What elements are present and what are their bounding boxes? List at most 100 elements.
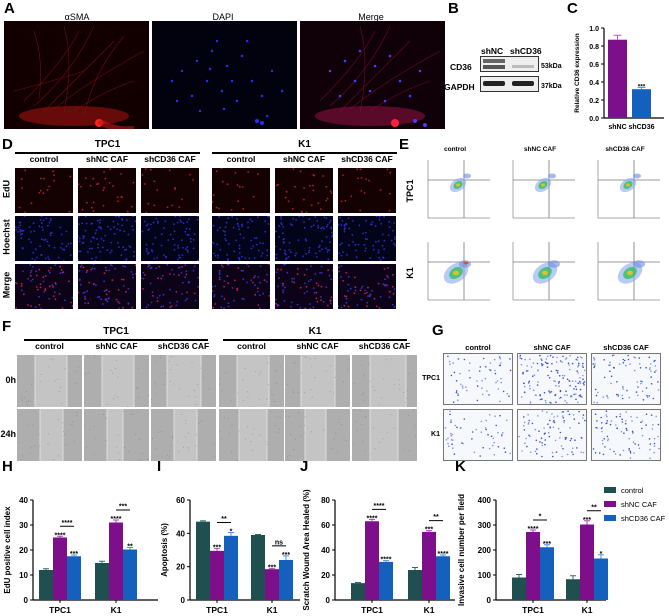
svg-text:K1: K1 bbox=[111, 605, 122, 615]
group-header-tpc1: TPC1 bbox=[94, 139, 121, 150]
svg-text:20: 20 bbox=[19, 546, 28, 555]
transwell-image bbox=[443, 353, 513, 405]
legend-swatch bbox=[604, 515, 616, 521]
d-micrograph bbox=[78, 264, 136, 309]
svg-text:40: 40 bbox=[176, 529, 185, 538]
svg-text:TPC1: TPC1 bbox=[49, 605, 71, 615]
d-micrograph bbox=[15, 264, 73, 309]
transwell-image bbox=[591, 353, 661, 405]
wound-image bbox=[219, 409, 284, 461]
d-micrograph bbox=[338, 168, 396, 213]
chart-relative-cd36: 0.0 0.2 0.4 0.6 0.8 1.0 Relative CD36 expressi… bbox=[574, 26, 664, 131]
legend-label: shNC CAF bbox=[621, 499, 657, 509]
d-micrograph bbox=[338, 216, 396, 261]
d-micrograph bbox=[15, 168, 73, 213]
legend-item: shNC CAF bbox=[604, 498, 665, 510]
col-header-dapi: DAPI bbox=[212, 12, 234, 22]
d-row-label: Hoechst bbox=[1, 219, 12, 255]
legend-item: shCD36 CAF bbox=[604, 512, 665, 524]
svg-text:shCD36: shCD36 bbox=[628, 124, 654, 131]
e-row-label: K1 bbox=[405, 267, 415, 279]
legend-swatch bbox=[604, 487, 616, 493]
f-col-header: shNC CAF bbox=[95, 341, 138, 351]
chart-invasive-cells: 0 100 200 300 400 Invasive cell number per fi… bbox=[457, 494, 608, 615]
svg-text:0.4: 0.4 bbox=[589, 80, 599, 87]
bar bbox=[265, 569, 279, 600]
wound-image bbox=[352, 409, 417, 461]
chart-legend: control shNC CAF shCD36 CAF bbox=[604, 484, 665, 526]
svg-text:***: *** bbox=[425, 527, 433, 534]
d-col-header: control bbox=[226, 154, 256, 164]
bar bbox=[580, 524, 594, 600]
svg-text:**: ** bbox=[127, 544, 133, 551]
bar bbox=[512, 577, 526, 600]
svg-text:***: *** bbox=[70, 551, 78, 558]
transwell-image bbox=[443, 409, 513, 461]
legend-label: control bbox=[621, 485, 644, 495]
western-blot bbox=[480, 56, 539, 92]
d-micrograph bbox=[212, 264, 270, 309]
g-row-label: TPC1 bbox=[422, 375, 440, 382]
svg-text:0.8: 0.8 bbox=[589, 44, 599, 51]
wound-image bbox=[17, 355, 82, 407]
svg-text:300: 300 bbox=[478, 521, 492, 530]
bar bbox=[422, 531, 436, 600]
wound-image bbox=[17, 409, 82, 461]
svg-text:0: 0 bbox=[326, 596, 331, 605]
d-micrograph bbox=[338, 264, 396, 309]
d-micrograph bbox=[275, 216, 333, 261]
group-rule-tpc1 bbox=[15, 152, 200, 154]
svg-text:1.0: 1.0 bbox=[589, 26, 599, 33]
flow-plot bbox=[512, 160, 575, 219]
wound-image bbox=[285, 409, 350, 461]
svg-text:*: * bbox=[600, 551, 603, 558]
svg-text:***: *** bbox=[268, 564, 276, 571]
wound-image bbox=[151, 409, 216, 461]
svg-text:ns: ns bbox=[275, 539, 283, 546]
d-micrograph bbox=[141, 168, 199, 213]
panel-label-k: K bbox=[455, 458, 466, 475]
bar bbox=[526, 532, 540, 600]
bar bbox=[408, 570, 422, 600]
chart-scratch-wound: 0 20 40 60 80 Scratch Wound Area Healed (%) TP… bbox=[302, 489, 455, 615]
svg-text:*: * bbox=[539, 514, 542, 521]
bar bbox=[109, 522, 123, 600]
svg-text:***: *** bbox=[282, 552, 290, 559]
panel-label-h: H bbox=[2, 458, 13, 475]
bar bbox=[53, 537, 67, 600]
panel-label-j: J bbox=[300, 458, 309, 475]
flow-plot bbox=[512, 242, 575, 301]
g-row-label: K1 bbox=[431, 431, 440, 438]
micrograph-asma bbox=[4, 21, 149, 129]
svg-text:0.2: 0.2 bbox=[589, 98, 599, 105]
micrograph-dapi bbox=[152, 21, 297, 129]
bar bbox=[123, 549, 137, 600]
svg-text:Invasive cell number per field: Invasive cell number per field bbox=[457, 494, 466, 606]
flow-plot bbox=[597, 160, 660, 219]
legend-label: shCD36 CAF bbox=[621, 513, 666, 523]
transwell-image bbox=[517, 409, 587, 461]
svg-text:0: 0 bbox=[24, 596, 29, 605]
svg-text:***: *** bbox=[213, 544, 221, 551]
group-header-k1: K1 bbox=[298, 139, 311, 150]
bar bbox=[251, 535, 265, 600]
blot-label-cd36: CD36 bbox=[450, 62, 472, 72]
svg-text:*: * bbox=[230, 529, 233, 536]
svg-text:****: **** bbox=[381, 557, 392, 564]
svg-text:**: ** bbox=[221, 516, 227, 523]
d-col-header: shCD36 CAF bbox=[144, 154, 196, 164]
svg-text:Scratch Wound Area Healed (%): Scratch Wound Area Healed (%) bbox=[302, 489, 311, 611]
bar bbox=[566, 579, 580, 600]
svg-text:**: ** bbox=[433, 514, 439, 521]
wound-image bbox=[219, 355, 284, 407]
svg-text:K1: K1 bbox=[424, 605, 435, 615]
svg-text:0: 0 bbox=[181, 596, 186, 605]
panel-label-c: C bbox=[567, 0, 578, 17]
d-micrograph bbox=[275, 168, 333, 213]
f-col-header: shCD36 CAF bbox=[157, 341, 210, 351]
bar bbox=[39, 570, 53, 600]
wound-image bbox=[151, 355, 216, 407]
f-group-rule-tpc1 bbox=[24, 339, 208, 341]
svg-text:TPC1: TPC1 bbox=[522, 605, 544, 615]
svg-text:60: 60 bbox=[321, 521, 330, 530]
